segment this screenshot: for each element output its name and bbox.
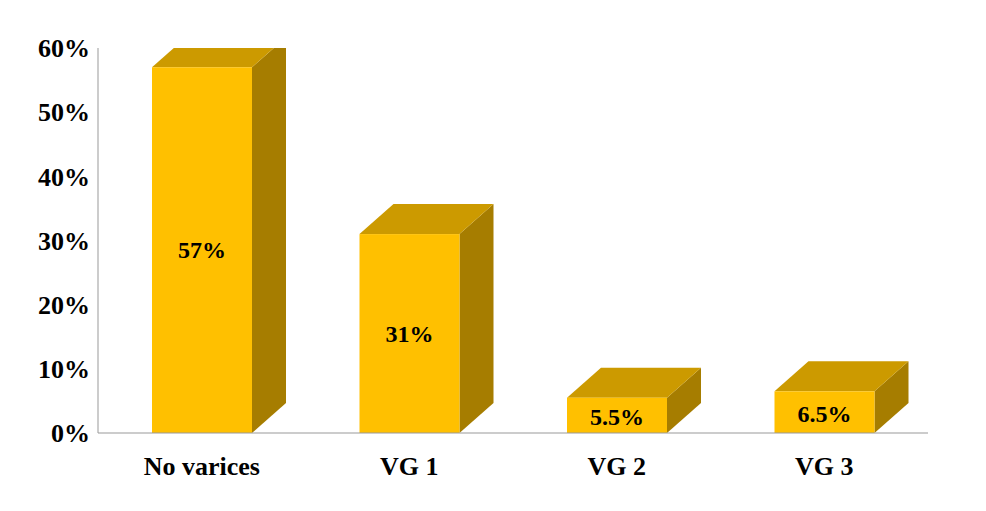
svg-text:31%: 31%	[386, 321, 434, 347]
svg-text:30%: 30%	[38, 227, 90, 256]
svg-text:0%: 0%	[51, 419, 90, 448]
svg-text:5.5%: 5.5%	[590, 404, 644, 430]
svg-text:No varices: No varices	[144, 452, 260, 481]
svg-text:20%: 20%	[38, 291, 90, 320]
svg-text:40%: 40%	[38, 163, 90, 192]
svg-text:60%: 60%	[38, 34, 90, 63]
svg-text:6.5%: 6.5%	[798, 401, 852, 427]
svg-text:VG 3: VG 3	[795, 452, 854, 481]
svg-text:50%: 50%	[38, 98, 90, 127]
svg-text:10%: 10%	[38, 355, 90, 384]
svg-text:VG 2: VG 2	[588, 452, 647, 481]
svg-text:VG 1: VG 1	[380, 452, 439, 481]
svg-text:57%: 57%	[178, 237, 226, 263]
